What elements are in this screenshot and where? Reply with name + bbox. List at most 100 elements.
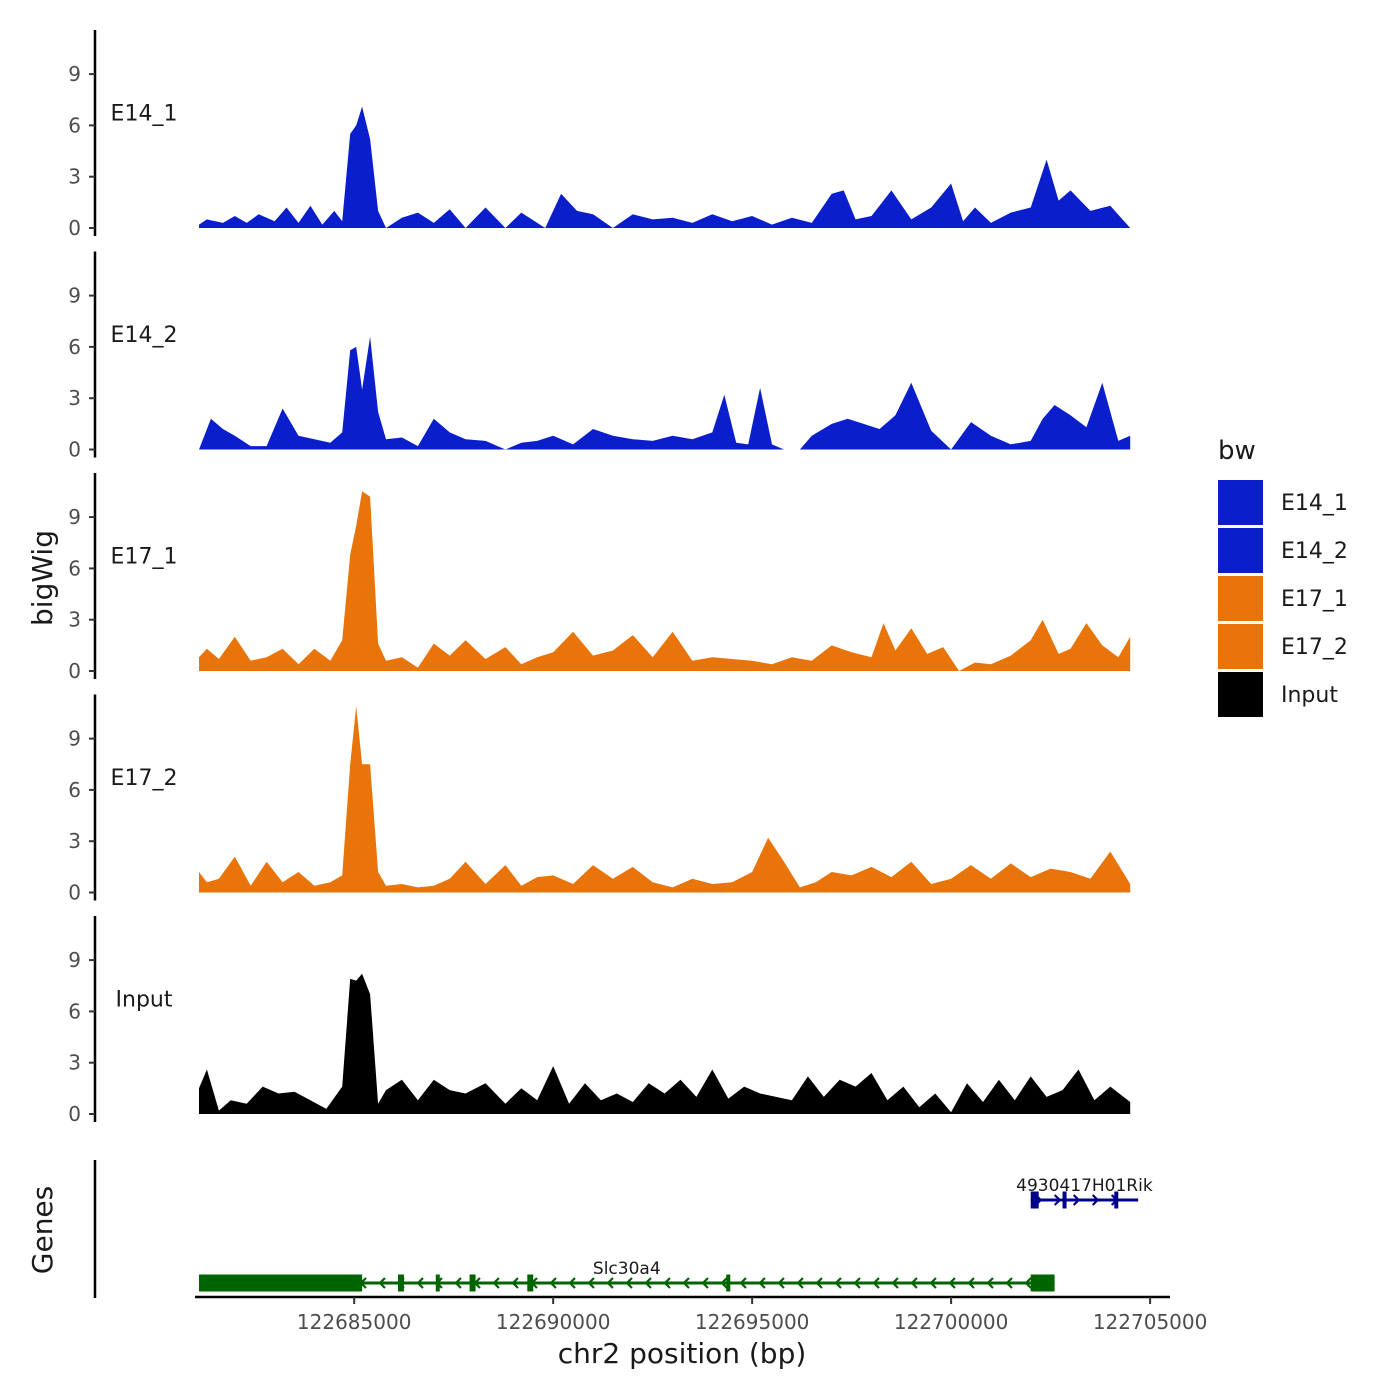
legend-label-Input: Input: [1281, 683, 1338, 708]
gene-4930417H01Rik: 4930417H01Rik: [1016, 1176, 1153, 1209]
x-axis-title: chr2 position (bp): [558, 1337, 807, 1370]
track-label-E17_2: E17_2: [111, 766, 178, 791]
y-tick-label: 0: [68, 659, 81, 683]
gene-exon: [397, 1274, 404, 1292]
strand-arrow: [549, 1277, 557, 1289]
x-tick-label: 122685000: [297, 1310, 412, 1334]
strand-arrow: [682, 1277, 690, 1289]
strand-arrow: [568, 1277, 576, 1289]
y-tick-label: 0: [68, 1102, 81, 1126]
legend-swatch-E17_1: [1218, 576, 1263, 621]
gene-exon: [1062, 1191, 1067, 1209]
y-tick-label: 3: [68, 608, 81, 632]
legend-label-E14_1: E14_1: [1281, 491, 1348, 516]
genes-track-title: Genes: [26, 1186, 59, 1274]
x-tick-label: 122695000: [695, 1310, 810, 1334]
legend-label-E14_2: E14_2: [1281, 539, 1348, 564]
y-tick-label: 9: [68, 727, 81, 751]
y-axis-title: bigWig: [26, 530, 59, 626]
strand-arrow: [815, 1277, 823, 1289]
strand-arrow: [872, 1277, 880, 1289]
strand-arrow: [891, 1277, 899, 1289]
strand-arrow: [777, 1277, 785, 1289]
y-tick-label: 6: [68, 556, 81, 580]
signal-area-E17_2: [199, 706, 1131, 893]
strand-arrow: [948, 1277, 956, 1289]
x-tick-label: 122690000: [496, 1310, 611, 1334]
strand-arrow: [910, 1277, 918, 1289]
y-tick-label: 6: [68, 999, 81, 1023]
x-tick-label: 122705000: [1093, 1310, 1208, 1334]
gene-label: Slc30a4: [593, 1259, 661, 1279]
signal-area-E17_1: [199, 491, 1131, 671]
strand-arrow: [720, 1277, 728, 1289]
strand-arrow: [1072, 1194, 1081, 1206]
strand-arrow: [739, 1277, 747, 1289]
track-label-Input: Input: [116, 987, 173, 1012]
track-label-E14_1: E14_1: [111, 101, 178, 126]
strand-arrow: [986, 1277, 994, 1289]
gene-exon: [198, 1274, 363, 1292]
y-tick-label: 6: [68, 335, 81, 359]
y-tick-label: 3: [68, 386, 81, 410]
track-E14_1: 0 3 6 9 E14_1: [68, 30, 1131, 240]
track-E17_2: 0 3 6 9 E17_2: [68, 694, 1131, 905]
strand-arrow: [416, 1277, 424, 1289]
y-tick-label: 3: [68, 1051, 81, 1075]
gene-exon: [1030, 1191, 1039, 1209]
tracks-layer: 0 3 6 9 E14_1 0 3 6 9 E14_2 0 3 6 9 E17_1 0 3 6 9 E17_2 0 3 6 9…: [68, 30, 1131, 1126]
legend-swatch-E14_1: [1218, 480, 1263, 525]
strand-arrow: [606, 1277, 614, 1289]
strand-arrow: [967, 1277, 975, 1289]
strand-arrow: [1005, 1277, 1013, 1289]
legend-label-E17_2: E17_2: [1281, 635, 1348, 660]
strand-arrow: [454, 1277, 462, 1289]
y-tick-label: 6: [68, 113, 81, 137]
track-label-E14_2: E14_2: [111, 323, 178, 348]
gene-exon: [1114, 1191, 1119, 1209]
gene-exon: [469, 1274, 476, 1292]
y-tick-label: 3: [68, 829, 81, 853]
y-tick-label: 0: [68, 438, 81, 462]
strand-arrow: [663, 1277, 671, 1289]
legend-swatch-E14_2: [1218, 528, 1263, 573]
y-tick-label: 6: [68, 778, 81, 802]
strand-arrow: [1053, 1194, 1062, 1206]
strand-arrow: [625, 1277, 633, 1289]
strand-arrow: [758, 1277, 766, 1289]
y-tick-label: 0: [68, 881, 81, 905]
signal-area-E14_1: [199, 106, 1131, 228]
strand-arrow: [587, 1277, 595, 1289]
y-tick-label: 9: [68, 948, 81, 972]
genes-layer: 4930417H01Rik Slc30a4: [93, 1160, 1153, 1298]
gene-exon: [1030, 1274, 1055, 1292]
legend-label-E17_1: E17_1: [1281, 587, 1348, 612]
track-E14_2: 0 3 6 9 E14_2: [68, 251, 1131, 462]
y-tick-label: 3: [68, 165, 81, 189]
gene-Slc30a4: Slc30a4: [198, 1259, 1055, 1292]
track-label-E17_1: E17_1: [111, 544, 178, 569]
gene-exon: [726, 1274, 731, 1292]
strand-arrow: [644, 1277, 652, 1289]
gene-exon: [527, 1274, 534, 1292]
gene-label: 4930417H01Rik: [1016, 1176, 1153, 1196]
legend-title: bw: [1218, 436, 1256, 466]
strand-arrow: [1091, 1194, 1100, 1206]
y-tick-label: 9: [68, 62, 81, 86]
y-tick-label: 0: [68, 216, 81, 240]
signal-area-E14_2: [199, 336, 1131, 450]
strand-arrow: [834, 1277, 842, 1289]
x-tick-label: 122700000: [894, 1310, 1009, 1334]
strand-arrow: [511, 1277, 519, 1289]
strand-arrow: [492, 1277, 500, 1289]
strand-arrow: [853, 1277, 861, 1289]
legend-swatch-Input: [1218, 672, 1263, 717]
strand-arrow: [378, 1277, 386, 1289]
track-E17_1: 0 3 6 9 E17_1: [68, 473, 1131, 683]
strand-arrow: [1024, 1277, 1032, 1289]
legend-swatch-E17_2: [1218, 624, 1263, 669]
signal-area-Input: [199, 973, 1131, 1114]
y-tick-label: 9: [68, 284, 81, 308]
